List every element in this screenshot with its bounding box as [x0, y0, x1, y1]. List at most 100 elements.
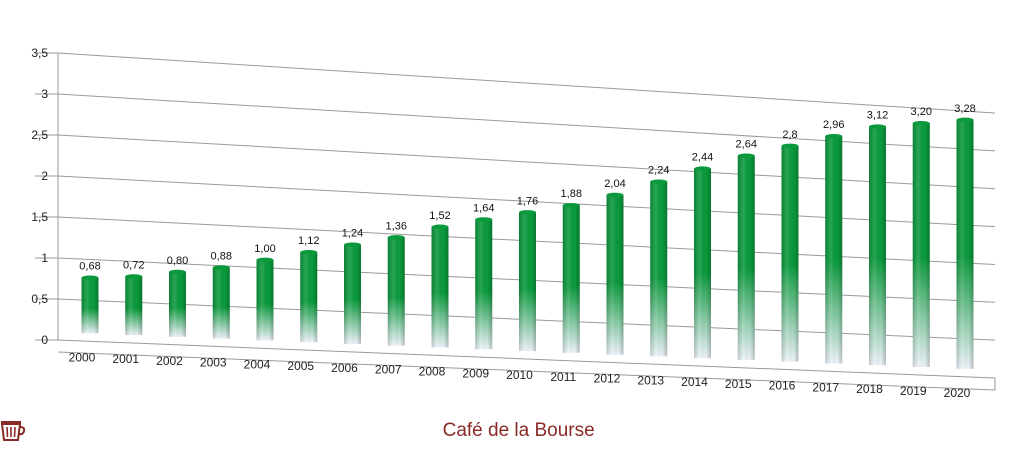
bar-top [431, 224, 449, 229]
y-tick-label: 0,5 [31, 292, 48, 306]
bar-shading [869, 126, 886, 366]
bar-top [781, 143, 799, 149]
x-tick-label: 2000 [69, 350, 96, 364]
y-tick-label: 2,5 [31, 128, 48, 142]
data-label: 1,76 [517, 195, 538, 207]
data-label: 2,8 [782, 129, 797, 141]
bar-top [650, 179, 668, 184]
bar-shading [737, 155, 755, 360]
data-label: 2,44 [692, 152, 713, 164]
gridline [57, 52, 996, 114]
x-tick-label: 2007 [375, 363, 402, 377]
bar-shading [825, 136, 843, 364]
bar-top [519, 210, 536, 215]
data-label: 1,36 [386, 220, 407, 232]
bar-shading [475, 219, 493, 350]
bar-top [694, 166, 711, 171]
y-tick-label: 1,5 [31, 210, 48, 224]
bar-top [956, 117, 974, 123]
bars [81, 117, 974, 369]
data-label: 2,24 [648, 165, 669, 177]
x-tick-label: 2020 [944, 386, 971, 400]
data-labels: 0,68 0,72 0,80 0,88 1,00 1,12 1,24 1,36 1,52 1,64… [79, 103, 975, 273]
data-label: 2,04 [604, 178, 625, 190]
x-tick-label: 2018 [856, 382, 883, 396]
data-label: 1,12 [298, 235, 319, 247]
y-tick-label: 3,5 [31, 46, 48, 60]
bar-top [169, 269, 186, 275]
brand-name: Café de la Bourse [442, 420, 595, 441]
bar-shading [562, 205, 580, 353]
bar-shading [606, 194, 624, 355]
data-label: 3,20 [911, 106, 932, 118]
x-tick-label: 2014 [681, 375, 708, 389]
x-tick-label: 2001 [112, 352, 139, 366]
bar-shading [387, 237, 405, 346]
axes [57, 53, 996, 391]
bar-shading [912, 123, 930, 368]
bar-top [562, 202, 580, 208]
bar-top [912, 120, 930, 126]
data-label: 1,64 [473, 202, 494, 214]
x-axis-ticks: 2000 2001 2002 2003 2004 2005 2006 2007 2008 2009… [69, 350, 971, 399]
bar-top [737, 153, 755, 158]
x-tick-label: 2002 [156, 354, 183, 368]
bar-top [344, 242, 361, 247]
bar-top [81, 275, 99, 280]
data-label: 0,68 [79, 261, 100, 273]
data-label: 1,88 [561, 188, 582, 200]
x-tick-label: 2010 [506, 368, 533, 382]
x-tick-label: 2013 [637, 373, 664, 387]
x-tick-label: 2016 [769, 379, 796, 393]
bar-shading [956, 119, 974, 369]
gridline [57, 339, 996, 379]
bar-top [825, 133, 843, 139]
bar-top [387, 235, 405, 240]
bar-shading [300, 252, 318, 343]
data-label: 1,00 [254, 243, 275, 255]
data-label: 1,52 [429, 210, 450, 222]
x-tick-label: 2004 [244, 357, 271, 371]
y-axis-ticks: 0 0,5 1 1,5 2 2,5 3 3,5 [31, 46, 48, 347]
bar-top [212, 265, 230, 270]
gridline [57, 134, 996, 190]
data-label: 2,96 [823, 119, 844, 131]
y-tick-label: 1 [41, 251, 48, 265]
x-tick-label: 2011 [550, 370, 576, 384]
x-tick-label: 2017 [812, 380, 839, 394]
data-label: 3,28 [954, 103, 975, 115]
y-tick-label: 3 [41, 87, 48, 101]
data-label: 0,72 [123, 259, 144, 271]
y-tick-label: 2 [41, 169, 48, 183]
gridline [57, 93, 996, 152]
bar-shading [519, 212, 536, 352]
bar-top [475, 217, 493, 222]
floor-front-edge [57, 351, 996, 391]
data-label: 2,64 [736, 139, 757, 151]
x-tick-label: 2015 [725, 377, 752, 391]
bar-shading [694, 168, 711, 359]
bar-shading [650, 181, 668, 357]
bar-top [869, 124, 886, 129]
brand-logo: Café de la Bourse [0, 420, 1024, 442]
data-label: 0,80 [167, 255, 188, 267]
x-tick-label: 2005 [287, 359, 314, 373]
x-tick-label: 2008 [419, 364, 446, 378]
x-tick-label: 2006 [331, 361, 358, 375]
bar-shading [431, 226, 449, 348]
bar-top [125, 274, 143, 279]
bar-shading [781, 145, 799, 362]
y-tick-label: 0 [41, 333, 48, 347]
bar-shading [344, 244, 361, 344]
x-tick-label: 2012 [594, 372, 621, 386]
bar-top [256, 257, 274, 262]
data-label: 1,24 [342, 228, 363, 240]
x-tick-label: 2009 [462, 366, 489, 380]
bar-shading [125, 276, 143, 336]
bar-shading [169, 271, 186, 337]
x-tick-label: 2019 [900, 384, 927, 398]
bar-shading [212, 267, 230, 339]
bar-shading [81, 277, 99, 334]
x-tick-label: 2003 [200, 356, 227, 370]
